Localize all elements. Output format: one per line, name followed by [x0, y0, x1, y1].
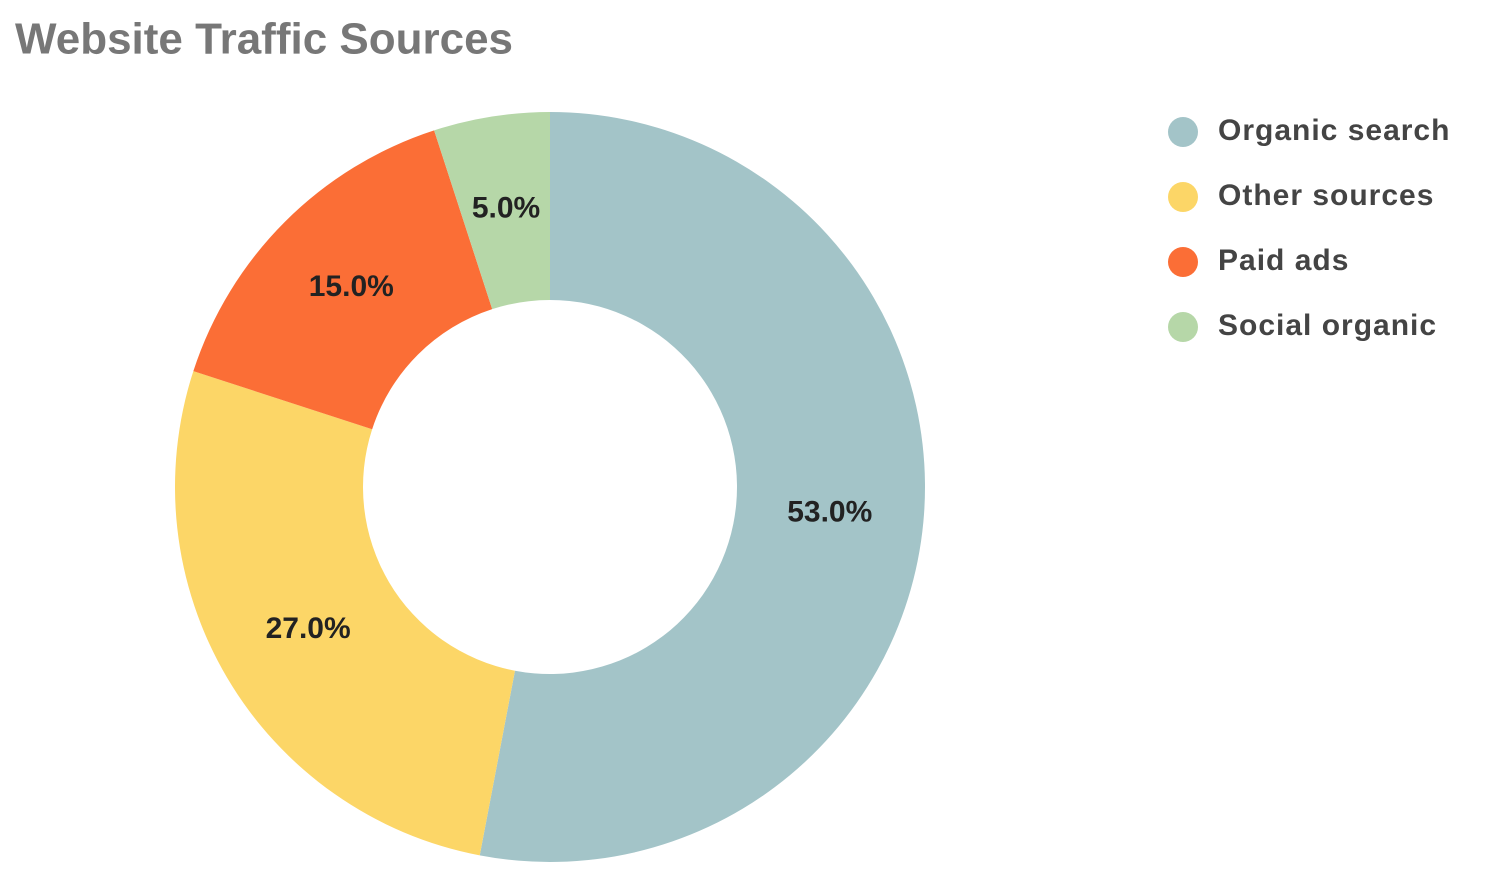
legend-label: Other sources [1218, 179, 1434, 212]
legend-label: Organic search [1218, 114, 1450, 147]
slice [193, 130, 493, 430]
value-label: 15.0% [309, 270, 394, 303]
legend-marker [1168, 182, 1198, 212]
slice [479, 112, 926, 862]
legend-label: Social organic [1218, 309, 1437, 342]
legend-marker [1168, 117, 1198, 147]
chart-title: Website Traffic Sources [15, 15, 513, 64]
legend-marker [1168, 312, 1198, 342]
slice [174, 371, 515, 856]
legend-label: Paid ads [1218, 244, 1349, 277]
value-label: 5.0% [472, 191, 540, 224]
slice [434, 112, 550, 310]
value-label: 27.0% [266, 612, 351, 645]
legend-marker [1168, 247, 1198, 277]
value-label: 53.0% [787, 495, 872, 528]
